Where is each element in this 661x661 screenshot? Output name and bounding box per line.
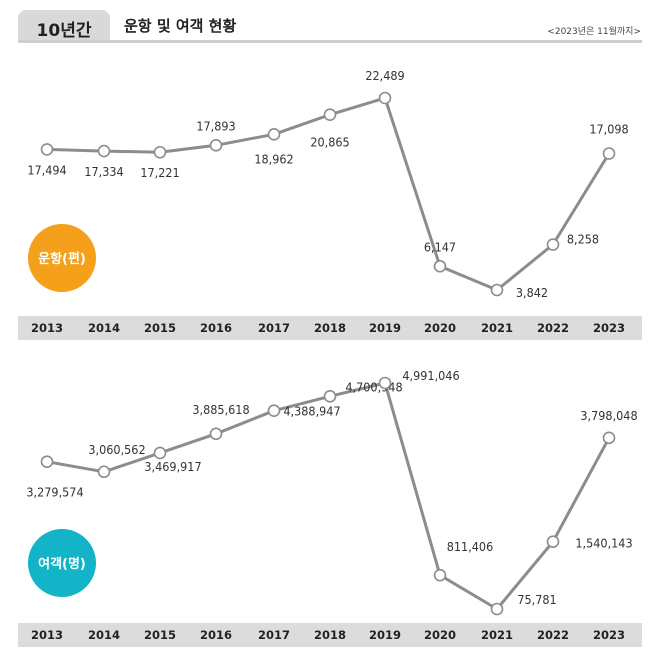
data-label: 3,798,048 (580, 408, 637, 423)
data-label: 4,991,046 (402, 368, 459, 383)
data-label: 4,700,948 (345, 379, 402, 394)
period-tab-label: 10년간 (36, 21, 92, 41)
chart-panel-2: 2013 2014 2015 2016 2017 2018 2019 2020 2021 2022… (18, 368, 642, 647)
data-point (433, 259, 447, 273)
data-point (433, 568, 447, 582)
year-tick-label: 2023 (593, 628, 625, 642)
data-point (602, 431, 616, 445)
data-point (97, 144, 111, 158)
series-badge (28, 224, 96, 292)
data-label: 17,098 (589, 122, 628, 137)
year-tick-label: 2013 (31, 321, 63, 335)
data-label: 17,221 (140, 165, 179, 180)
data-point (40, 455, 54, 468)
series-line (46, 96, 611, 292)
data-label: 811,406 (447, 539, 494, 554)
year-tick-label: 2017 (258, 628, 290, 642)
data-point (602, 147, 616, 160)
series-badge (28, 529, 96, 597)
year-tick-label: 2019 (369, 628, 401, 642)
data-label: 8,258 (567, 232, 599, 247)
year-tick-label: 2014 (88, 321, 120, 335)
data-point (490, 283, 504, 297)
year-tick-label: 2022 (537, 628, 569, 642)
data-point (378, 376, 392, 390)
data-label: 6,147 (424, 239, 456, 254)
chart-panel-1: 2013 2014 2015 2016 2017 2018 2019 2020 2021 2022… (18, 68, 642, 340)
data-label: 75,781 (517, 592, 556, 607)
data-label: 3,279,574 (26, 485, 83, 500)
year-axis-band (18, 316, 642, 340)
year-tick-label: 2019 (369, 321, 401, 335)
data-point (153, 145, 167, 159)
year-tick-label: 2021 (481, 628, 513, 642)
data-point (153, 446, 167, 460)
data-label: 17,334 (84, 164, 123, 179)
year-tick-label: 2013 (31, 628, 63, 642)
year-tick-label: 2015 (144, 321, 176, 335)
page-title: 운항 및 여객 현황 (124, 17, 237, 35)
data-point (490, 602, 504, 616)
data-point (209, 139, 223, 152)
year-tick-label: 2016 (200, 628, 232, 642)
header-divider (18, 40, 642, 43)
data-label: 17,893 (196, 118, 235, 133)
data-label: 3,842 (516, 285, 548, 300)
data-label: 3,060,562 (88, 442, 145, 457)
data-label: 17,494 (27, 162, 66, 177)
data-label: 22,489 (365, 68, 404, 83)
year-tick-label: 2021 (481, 321, 513, 335)
data-point (267, 128, 281, 141)
header: 10년간 운항 및 여객 현황 <2023년은 11월까지> (0, 0, 661, 46)
year-axis-band (18, 623, 642, 647)
data-label: 20,865 (310, 135, 349, 150)
data-label: 3,469,917 (144, 459, 201, 474)
year-tick-label: 2022 (537, 321, 569, 335)
year-tick-label: 2015 (144, 628, 176, 642)
year-tick-label: 2014 (88, 628, 120, 642)
year-tick-label: 2017 (258, 321, 290, 335)
data-point (323, 108, 337, 122)
data-label: 18,962 (254, 151, 293, 166)
year-tick-label: 2023 (593, 321, 625, 335)
series-badge-label: 여객(명) (38, 556, 86, 572)
data-label: 3,885,618 (192, 402, 249, 417)
data-label: 1,540,143 (575, 536, 632, 551)
data-point (267, 404, 281, 417)
period-tab: 10년간 (18, 10, 110, 42)
data-point (209, 427, 223, 441)
data-point (97, 465, 111, 479)
period-note: <2023년은 11월까지> (547, 27, 641, 37)
data-point (40, 143, 54, 156)
year-tick-label: 2016 (200, 321, 232, 335)
data-point (546, 535, 560, 548)
year-tick-label: 2018 (314, 628, 346, 642)
year-tick-label: 2020 (424, 321, 456, 335)
year-tick-label: 2018 (314, 321, 346, 335)
data-point (378, 91, 392, 105)
series-badge-label: 운항(편) (38, 251, 86, 267)
data-label: 4,388,947 (283, 404, 340, 419)
year-tick-label: 2020 (424, 628, 456, 642)
data-point (323, 390, 337, 403)
data-point (546, 238, 560, 251)
